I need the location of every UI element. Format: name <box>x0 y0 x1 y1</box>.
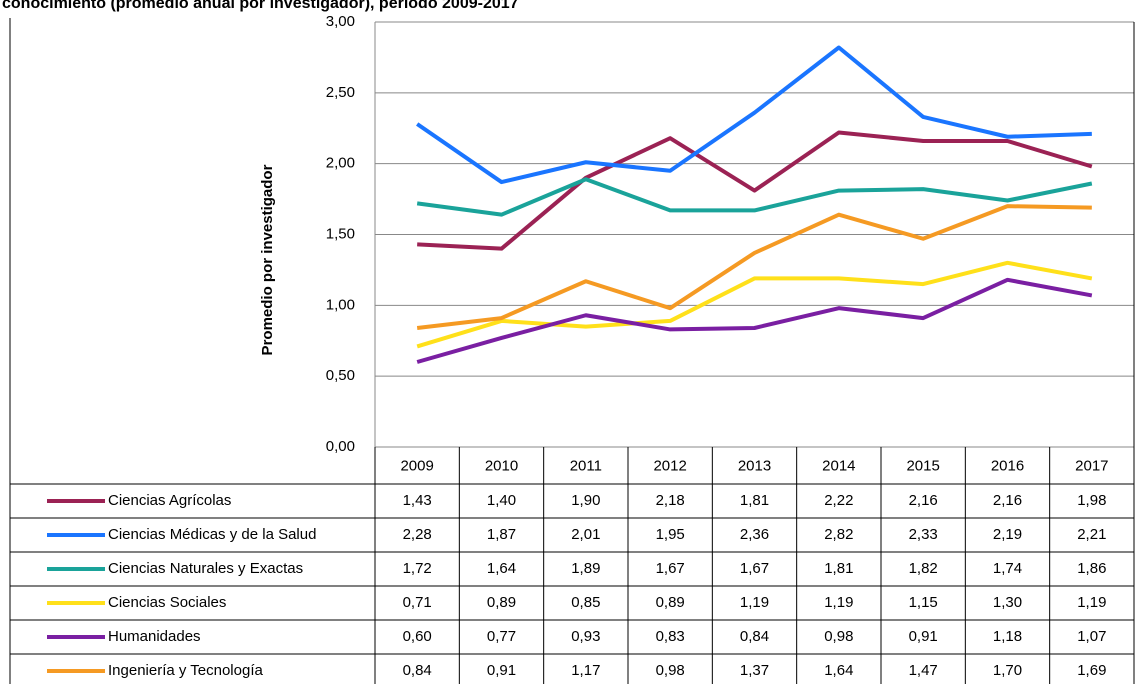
legend-label: Ingeniería y Tecnología <box>108 662 263 679</box>
table-cell: 1,89 <box>571 560 600 577</box>
series-line <box>416 45 1092 185</box>
table-cell: 0,93 <box>571 628 600 645</box>
table-cell: 0,89 <box>656 594 685 611</box>
series-line <box>416 277 1093 364</box>
table-cell: 0,84 <box>403 662 432 679</box>
table-cell: 1,47 <box>909 662 938 679</box>
table-cell: 2,19 <box>993 526 1022 543</box>
y-axis-label: Promedio por investigador <box>259 164 276 355</box>
table-cell: 1,70 <box>993 662 1022 679</box>
x-tick-label: 2015 <box>906 457 939 474</box>
table-cell: 1,95 <box>656 526 685 543</box>
table-cell: 1,43 <box>403 492 432 509</box>
table-cell: 1,72 <box>403 560 432 577</box>
y-tick-label: 2,50 <box>326 84 355 101</box>
table-cell: 1,19 <box>824 594 853 611</box>
table-cell: 1,67 <box>656 560 685 577</box>
table-cell: 2,16 <box>993 492 1022 509</box>
series-line <box>416 204 1092 330</box>
y-tick-label: 1,00 <box>326 296 355 313</box>
table-cell: 1,37 <box>740 662 769 679</box>
legend-label: Ciencias Sociales <box>108 594 226 611</box>
table-cell: 2,33 <box>909 526 938 543</box>
table-cell: 1,90 <box>571 492 600 509</box>
x-tick-label: 2009 <box>400 457 433 474</box>
table-cell: 0,83 <box>656 628 685 645</box>
y-tick-label: 0,50 <box>326 367 355 384</box>
table-cell: 0,77 <box>487 628 516 645</box>
table-cell: 1,18 <box>993 628 1022 645</box>
table-cell: 1,86 <box>1077 560 1106 577</box>
table-cell: 1,30 <box>993 594 1022 611</box>
table-cell: 0,71 <box>403 594 432 611</box>
x-tick-label: 2011 <box>570 457 602 474</box>
x-tick-label: 2010 <box>485 457 518 474</box>
table-cell: 1,17 <box>571 662 600 679</box>
table-cell: 0,98 <box>824 628 853 645</box>
table-cell: 1,19 <box>740 594 769 611</box>
series-line <box>417 130 1093 251</box>
chart-title: conocimiento (promedio anual por investi… <box>2 0 519 12</box>
x-tick-label: 2013 <box>738 457 771 474</box>
table-cell: 0,84 <box>740 628 769 645</box>
table-cell: 0,91 <box>487 662 516 679</box>
table-cell: 0,85 <box>571 594 600 611</box>
table-cell: 1,81 <box>740 492 769 509</box>
table-cell: 1,64 <box>824 662 853 679</box>
table-cell: 2,82 <box>824 526 853 543</box>
table-cell: 1,74 <box>993 560 1022 577</box>
legend-label: Ciencias Médicas y de la Salud <box>108 526 316 543</box>
y-tick-label: 3,00 <box>326 13 355 30</box>
table-cell: 1,64 <box>487 560 516 577</box>
table-cell: 1,15 <box>909 594 938 611</box>
table-cell: 0,60 <box>403 628 432 645</box>
legend-label: Humanidades <box>108 628 201 645</box>
table-cell: 2,28 <box>403 526 432 543</box>
table-cell: 2,22 <box>824 492 853 509</box>
x-tick-label: 2012 <box>653 457 686 474</box>
table-cell: 0,91 <box>909 628 938 645</box>
table-cell: 1,40 <box>487 492 516 509</box>
table-cell: 2,21 <box>1077 526 1106 543</box>
legend-label: Ciencias Naturales y Exactas <box>108 560 303 577</box>
x-tick-label: 2016 <box>991 457 1024 474</box>
x-tick-label: 2017 <box>1075 457 1108 474</box>
y-tick-label: 2,00 <box>326 155 355 172</box>
table-cell: 0,89 <box>487 594 516 611</box>
series-line <box>416 177 1093 217</box>
table-cell: 2,18 <box>656 492 685 509</box>
table-cell: 2,36 <box>740 526 769 543</box>
table-cell: 1,69 <box>1077 662 1106 679</box>
table-cell: 1,81 <box>824 560 853 577</box>
table-cell: 1,19 <box>1077 594 1106 611</box>
y-tick-label: 1,50 <box>326 225 355 242</box>
y-tick-label: 0,00 <box>326 438 355 455</box>
x-tick-label: 2014 <box>822 457 855 474</box>
table-cell: 1,87 <box>487 526 516 543</box>
table-cell: 1,98 <box>1077 492 1106 509</box>
table-cell: 2,01 <box>571 526 600 543</box>
table-cell: 1,67 <box>740 560 769 577</box>
table-cell: 1,82 <box>909 560 938 577</box>
series-line <box>416 260 1093 349</box>
table-cell: 2,16 <box>909 492 938 509</box>
legend-label: Ciencias Agrícolas <box>108 492 231 509</box>
table-cell: 0,98 <box>656 662 685 679</box>
table-cell: 1,07 <box>1077 628 1106 645</box>
